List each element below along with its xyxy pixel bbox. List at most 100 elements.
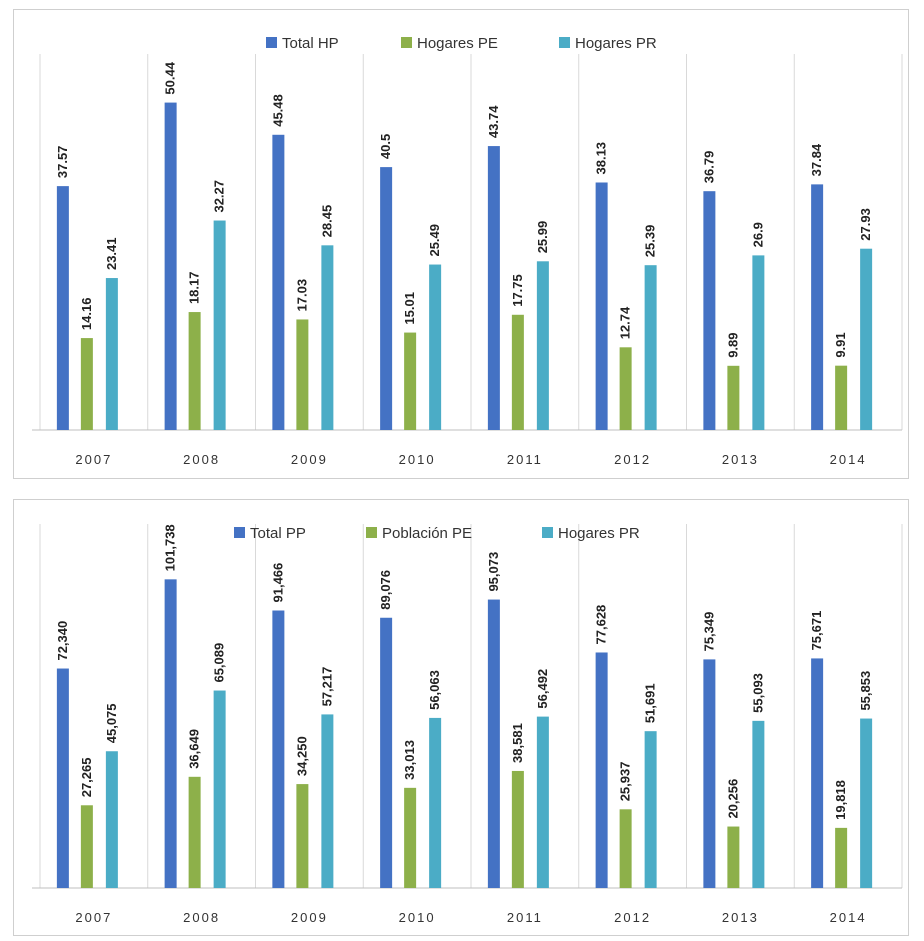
x-tick-label: 2011	[507, 452, 543, 467]
x-tick-label: 2009	[291, 910, 328, 925]
data-label: 72,340	[55, 621, 70, 661]
bar-poblacion-poblaci-n-pe-2014	[835, 827, 848, 888]
bar-poblacion-total-pp-2008	[164, 579, 177, 888]
data-label: 28.45	[319, 205, 334, 238]
x-tick-label: 2007	[75, 452, 112, 467]
legend-swatch	[401, 37, 412, 48]
data-label: 43.74	[486, 105, 501, 138]
data-label: 33,013	[402, 740, 417, 780]
bar-hogares-hogares-pe-2007	[80, 338, 93, 430]
bar-hogares-total-hp-2014	[811, 184, 824, 430]
bar-poblacion-poblaci-n-pe-2008	[188, 776, 201, 888]
data-label: 55,093	[750, 673, 765, 713]
data-label: 65,089	[212, 643, 227, 683]
x-tick-label: 2013	[722, 910, 759, 925]
bar-hogares-hogares-pr-2013	[752, 255, 765, 430]
chart-hogares-svg: 37.57 50.44 45.48 40.5 43.74 38.13 36.79 37.84 1…	[32, 35, 903, 467]
x-tick-label: 2008	[183, 910, 220, 925]
legend-label: Total PP	[250, 525, 306, 542]
bar-poblacion-hogares-pr-2008	[213, 690, 226, 888]
x-tick-label: 2014	[830, 452, 867, 467]
data-label: 89,076	[378, 570, 393, 610]
bar-poblacion-hogares-pr-2007	[105, 751, 118, 888]
data-label: 57,217	[319, 667, 334, 707]
bar-poblacion-hogares-pr-2010	[429, 717, 442, 888]
data-label: 45.48	[270, 94, 285, 127]
x-tick-label: 2012	[614, 452, 651, 467]
data-label: 51,691	[643, 683, 658, 723]
chart-poblacion-svg: 72,340 101,738 91,466 89,076 95,073 77,628 75,…	[32, 524, 903, 925]
legend-swatch	[542, 527, 553, 538]
bar-poblacion-total-pp-2009	[272, 610, 285, 888]
legend-swatch	[366, 527, 377, 538]
x-tick-label: 2007	[75, 910, 112, 925]
bar-hogares-hogares-pr-2009	[321, 245, 334, 430]
bar-hogares-hogares-pr-2010	[429, 264, 442, 430]
chart-panel-hogares: 37.57 50.44 45.48 40.5 43.74 38.13 36.79 37.84 1…	[13, 9, 909, 479]
bar-poblacion-hogares-pr-2013	[752, 720, 765, 888]
data-label: 14.16	[79, 298, 94, 331]
legend-swatch	[266, 37, 277, 48]
legend-swatch	[234, 527, 245, 538]
x-tick-label: 2013	[722, 452, 759, 467]
data-label: 77,628	[594, 605, 609, 645]
bar-hogares-hogares-pe-2014	[835, 365, 848, 430]
data-label: 25.39	[643, 225, 658, 258]
data-label: 26.9	[750, 222, 765, 247]
data-label: 75,349	[701, 612, 716, 652]
bar-hogares-total-hp-2010	[380, 167, 393, 430]
legend-label: Población PE	[382, 525, 472, 542]
bar-hogares-total-hp-2007	[56, 186, 69, 430]
data-label: 101,738	[163, 524, 178, 571]
bar-hogares-total-hp-2011	[487, 146, 500, 431]
data-label: 75,671	[809, 611, 824, 651]
bar-poblacion-poblaci-n-pe-2011	[511, 770, 524, 888]
bar-poblacion-hogares-pr-2011	[536, 716, 549, 888]
data-label: 25,937	[618, 762, 633, 802]
x-tick-label: 2010	[399, 910, 436, 925]
legend-label: Total HP	[282, 35, 339, 52]
bar-poblacion-hogares-pr-2012	[644, 731, 657, 888]
data-label: 27.93	[858, 208, 873, 241]
bar-poblacion-poblaci-n-pe-2010	[404, 787, 417, 888]
data-label: 17.03	[294, 279, 309, 312]
bar-hogares-total-hp-2013	[703, 191, 716, 430]
bar-poblacion-total-pp-2011	[487, 599, 500, 888]
bar-hogares-hogares-pr-2007	[105, 278, 118, 430]
bar-hogares-hogares-pe-2011	[511, 314, 524, 430]
data-label: 17.75	[510, 274, 525, 307]
bar-poblacion-hogares-pr-2009	[321, 714, 334, 888]
data-label: 38,581	[510, 723, 525, 763]
data-label: 9.91	[833, 332, 848, 357]
data-label: 37.84	[809, 143, 824, 176]
data-label: 40.5	[378, 134, 393, 159]
x-tick-label: 2008	[183, 452, 220, 467]
data-label: 36.79	[701, 151, 716, 184]
bar-hogares-hogares-pe-2012	[619, 347, 632, 430]
legend-label: Hogares PE	[417, 35, 498, 52]
data-label: 38.13	[594, 142, 609, 175]
bar-poblacion-poblaci-n-pe-2013	[727, 826, 740, 888]
bar-poblacion-hogares-pr-2014	[860, 718, 873, 888]
bar-hogares-hogares-pe-2008	[188, 312, 201, 430]
data-label: 20,256	[725, 779, 740, 819]
x-tick-label: 2014	[830, 910, 867, 925]
bar-poblacion-total-pp-2013	[703, 659, 716, 888]
x-tick-label: 2011	[507, 910, 543, 925]
bar-hogares-total-hp-2009	[272, 134, 285, 431]
bar-poblacion-total-pp-2010	[380, 617, 393, 888]
bar-poblacion-total-pp-2014	[811, 658, 824, 888]
bar-hogares-hogares-pr-2008	[213, 220, 226, 430]
legend-swatch	[559, 37, 570, 48]
bar-poblacion-total-pp-2007	[56, 668, 69, 888]
data-label: 95,073	[486, 552, 501, 592]
data-label: 23.41	[104, 237, 119, 270]
data-label: 55,853	[858, 671, 873, 711]
data-label: 91,466	[270, 563, 285, 603]
x-tick-label: 2012	[614, 910, 651, 925]
data-label: 37.57	[55, 146, 70, 179]
data-label: 32.27	[212, 180, 227, 213]
bar-poblacion-poblaci-n-pe-2012	[619, 809, 632, 888]
x-tick-label: 2009	[291, 452, 328, 467]
bar-hogares-total-hp-2008	[164, 102, 177, 430]
